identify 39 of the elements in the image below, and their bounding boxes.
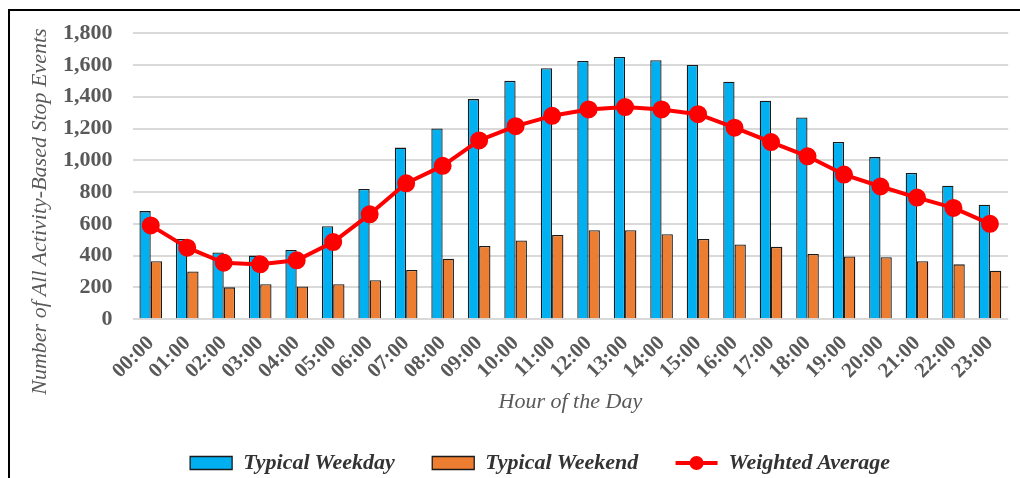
- y-tick-label: 1,000: [63, 145, 113, 171]
- legend-label: Weighted Average: [728, 448, 891, 474]
- y-tick-label: 0: [101, 304, 113, 330]
- y-tick-label: 200: [79, 273, 113, 299]
- point: [944, 198, 963, 217]
- point: [835, 165, 853, 184]
- y-tick-label: 1,400: [63, 82, 113, 108]
- point: [579, 100, 598, 119]
- point: [689, 105, 708, 124]
- legend-label: Typical Weekday: [243, 448, 396, 474]
- point: [543, 106, 562, 125]
- point: [178, 238, 197, 257]
- point: [762, 133, 781, 152]
- y-tick-label: 1,200: [63, 114, 113, 140]
- point: [652, 100, 671, 119]
- point: [251, 255, 270, 274]
- point: [871, 177, 890, 196]
- point: [506, 117, 525, 136]
- x-axis-title: Hour of the Day: [497, 387, 643, 413]
- point: [798, 147, 817, 166]
- y-tick-label: 600: [79, 209, 113, 235]
- y-axis-title: Number of All Activity-Based Stop Events: [25, 28, 51, 396]
- point: [433, 156, 452, 175]
- point: [907, 188, 926, 207]
- legend-label: Typical Weekend: [485, 448, 640, 474]
- point: [980, 214, 999, 233]
- y-tick-label: 1,600: [63, 50, 113, 76]
- point: [141, 216, 160, 235]
- point: [324, 233, 343, 252]
- point: [397, 174, 416, 193]
- point: [616, 98, 635, 117]
- y-tick-label: 1,800: [63, 18, 113, 44]
- point: [470, 131, 489, 150]
- point: [214, 253, 233, 272]
- point: [360, 205, 379, 224]
- point: [287, 251, 306, 270]
- y-tick-label: 800: [79, 177, 113, 203]
- y-tick-label: 400: [79, 241, 113, 267]
- point: [725, 118, 744, 137]
